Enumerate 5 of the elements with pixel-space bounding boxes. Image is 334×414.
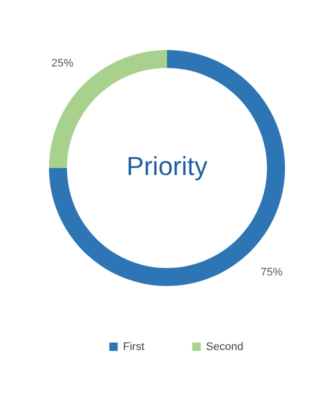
legend-label: Second: [206, 340, 244, 353]
data-label: 25%: [51, 57, 74, 70]
legend-label: First: [123, 340, 144, 353]
data-label: 75%: [260, 266, 283, 279]
text: Priority: [126, 151, 208, 181]
